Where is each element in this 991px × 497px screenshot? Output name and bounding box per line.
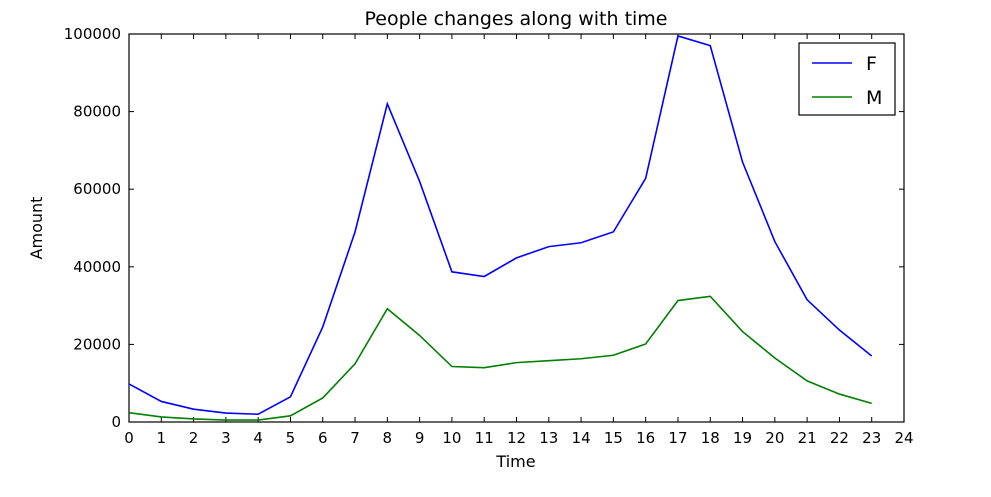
x-tick-label: 20 — [765, 429, 784, 447]
x-tick-label: 0 — [124, 429, 134, 447]
y-tick-label: 20000 — [73, 335, 121, 353]
x-axis-title: Time — [495, 452, 535, 471]
x-tick-label: 11 — [475, 429, 494, 447]
plot-frame — [128, 33, 905, 423]
x-tick-label: 16 — [636, 429, 655, 447]
x-tick-label: 2 — [189, 429, 199, 447]
x-tick-label: 9 — [415, 429, 425, 447]
x-tick-label: 5 — [286, 429, 296, 447]
x-tick-label: 12 — [507, 429, 526, 447]
y-tick-label: 100000 — [64, 25, 121, 43]
x-axis: 0 1 2 3 4 5 6 7 8 9 10 11 12 13 14 15 16 17 18 19 20 21 22 23 24 — [124, 34, 914, 447]
legend-label-F: F — [866, 53, 877, 75]
x-tick-label: 3 — [221, 429, 231, 447]
x-tick-label: 17 — [668, 429, 687, 447]
legend-box — [798, 42, 896, 116]
x-tick-label: 19 — [733, 429, 752, 447]
chart-title: People changes along with time — [365, 8, 668, 30]
x-tick-label: 8 — [383, 429, 393, 447]
x-tick-label: 22 — [830, 429, 849, 447]
series-line-F — [128, 34, 873, 416]
legend: FM — [798, 42, 896, 116]
x-tick-label: 24 — [894, 429, 913, 447]
legend-label-M: M — [866, 87, 882, 109]
y-axis-title: Amount — [27, 197, 46, 260]
x-tick-label: 10 — [442, 429, 461, 447]
x-tick-label: 23 — [862, 429, 881, 447]
x-tick-label: 13 — [539, 429, 558, 447]
y-tick-label: 80000 — [73, 103, 121, 121]
y-tick-label: 60000 — [73, 180, 121, 198]
y-tick-label: 0 — [111, 413, 121, 431]
x-tick-label: 7 — [350, 429, 360, 447]
x-tick-label: 6 — [318, 429, 328, 447]
x-tick-label: 4 — [253, 429, 263, 447]
y-axis: 0 20000 40000 60000 80000 100000 — [64, 25, 904, 431]
x-tick-label: 14 — [572, 429, 591, 447]
x-tick-label: 15 — [604, 429, 623, 447]
x-tick-label: 21 — [798, 429, 817, 447]
x-tick-label: 18 — [701, 429, 720, 447]
series-line-M — [128, 295, 872, 421]
x-tick-label: 1 — [157, 429, 167, 447]
y-tick-label: 40000 — [73, 258, 121, 276]
series-lines — [128, 34, 873, 421]
